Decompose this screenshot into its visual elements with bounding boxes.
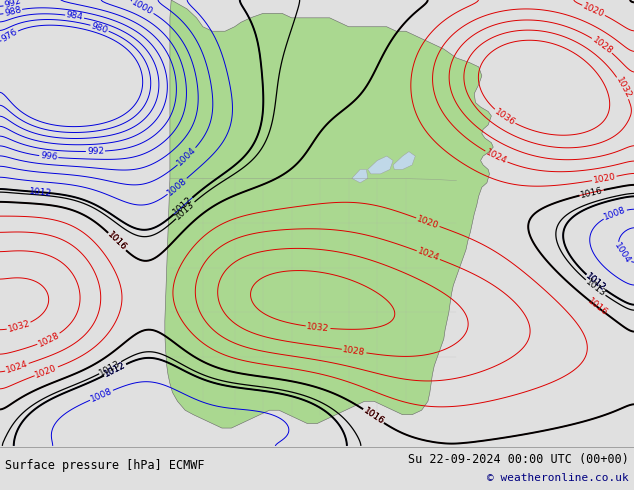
Text: 988: 988 — [3, 5, 22, 18]
Text: 1013: 1013 — [98, 358, 122, 377]
Text: 1012: 1012 — [103, 361, 127, 379]
Text: 1024: 1024 — [484, 148, 508, 166]
Text: 976: 976 — [0, 27, 20, 44]
Polygon shape — [368, 156, 393, 174]
Text: 1016: 1016 — [586, 296, 609, 318]
Text: 984: 984 — [65, 11, 84, 22]
Text: 1032: 1032 — [7, 319, 31, 334]
Text: 1016: 1016 — [579, 186, 604, 199]
Text: 1024: 1024 — [416, 247, 441, 263]
Text: 1012: 1012 — [584, 272, 607, 294]
Text: 1012: 1012 — [172, 195, 195, 217]
Text: 1012: 1012 — [103, 361, 127, 379]
Text: 1020: 1020 — [415, 214, 440, 230]
Text: 1020: 1020 — [34, 363, 58, 380]
Polygon shape — [352, 170, 368, 183]
Text: 1028: 1028 — [590, 35, 614, 56]
Polygon shape — [165, 0, 493, 428]
Text: 1028: 1028 — [37, 330, 61, 348]
Text: 1013: 1013 — [174, 199, 197, 221]
Text: 1024: 1024 — [4, 360, 29, 375]
Text: 1008: 1008 — [89, 387, 113, 404]
Text: 1016: 1016 — [361, 406, 385, 426]
Text: 1008: 1008 — [165, 175, 189, 197]
Text: 1008: 1008 — [602, 205, 627, 222]
Text: 1004: 1004 — [176, 146, 198, 168]
Text: 1016: 1016 — [106, 230, 129, 253]
Text: Surface pressure [hPa] ECMWF: Surface pressure [hPa] ECMWF — [5, 459, 205, 472]
Text: Su 22-09-2024 00:00 UTC (00+00): Su 22-09-2024 00:00 UTC (00+00) — [408, 453, 629, 466]
Text: 1016: 1016 — [361, 406, 385, 426]
Text: 992: 992 — [3, 0, 22, 10]
Text: 1004: 1004 — [612, 242, 632, 266]
Text: 1020: 1020 — [592, 172, 616, 185]
Text: 1000: 1000 — [131, 0, 155, 17]
Text: 1032: 1032 — [306, 322, 330, 333]
Text: 1028: 1028 — [342, 345, 366, 357]
Text: 1013: 1013 — [583, 277, 607, 298]
Text: 996: 996 — [40, 151, 58, 162]
Text: 992: 992 — [87, 147, 104, 156]
Text: 1012: 1012 — [584, 272, 607, 294]
Text: 1032: 1032 — [614, 76, 633, 100]
Text: 1016: 1016 — [106, 230, 129, 253]
Text: 1012: 1012 — [29, 187, 52, 197]
Text: © weatheronline.co.uk: © weatheronline.co.uk — [487, 473, 629, 483]
Polygon shape — [393, 151, 415, 170]
Text: 980: 980 — [90, 21, 109, 35]
Text: 1036: 1036 — [493, 107, 517, 127]
Text: 1020: 1020 — [581, 1, 606, 19]
